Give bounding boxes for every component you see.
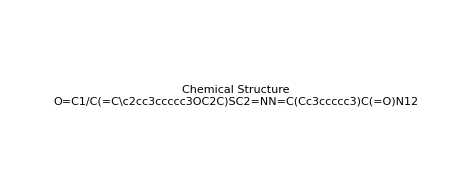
Text: Chemical Structure
O=C1/C(=C\c2cc3ccccc3OC2C)SC2=NN=C(Cc3ccccc3)C(=O)N12: Chemical Structure O=C1/C(=C\c2cc3ccccc3…: [53, 85, 417, 107]
